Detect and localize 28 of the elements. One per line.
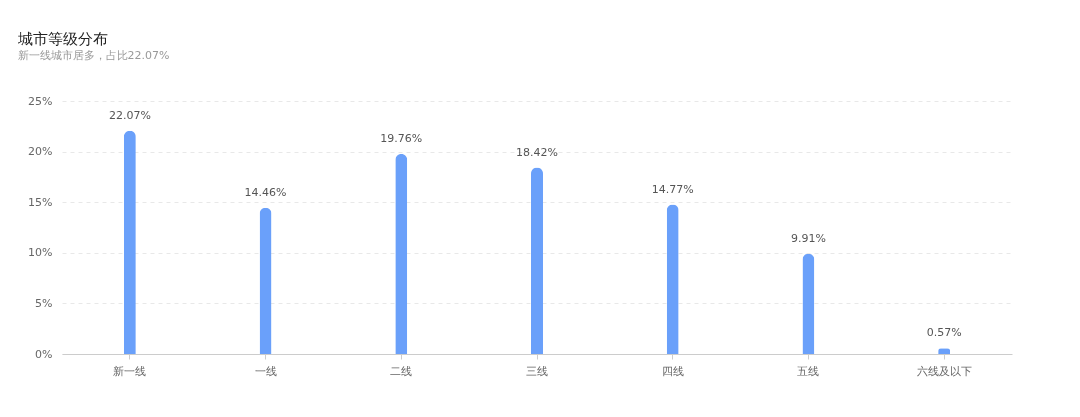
chart-title: 城市等级分布: [16, 30, 108, 48]
x-tick-label: 二线: [390, 364, 413, 378]
y-tick-label: 5%: [35, 296, 53, 310]
bar: [259, 207, 272, 354]
y-tick-label: 20%: [28, 145, 53, 159]
y-tick-label: 15%: [28, 195, 53, 209]
x-tick-label: 新一线: [113, 364, 147, 378]
data-label: 14.46%: [244, 185, 287, 199]
chart-subtitle: 新一线城市居多，占比22.07%: [17, 49, 170, 62]
bar: [666, 204, 679, 354]
data-label: 18.42%: [516, 145, 558, 159]
y-tick-label: 25%: [28, 94, 53, 108]
bar: [395, 154, 408, 354]
data-label: 0.57%: [926, 326, 962, 340]
data-label: 9.91%: [790, 231, 826, 245]
data-label: 14.77%: [651, 182, 694, 196]
x-tick-label: 一线: [254, 364, 277, 378]
bar: [802, 253, 815, 354]
data-label: 19.76%: [380, 132, 423, 146]
y-tick-label: 10%: [28, 246, 53, 260]
x-tick-label: 六线及以下: [916, 364, 972, 378]
data-label: 22.07%: [108, 108, 151, 122]
x-tick-label: 五线: [797, 364, 820, 378]
bar: [123, 130, 136, 354]
x-tick-label: 四线: [661, 364, 684, 378]
bar: [531, 167, 543, 354]
y-tick-label: 0%: [35, 347, 53, 361]
x-tick-label: 三线: [526, 364, 548, 378]
